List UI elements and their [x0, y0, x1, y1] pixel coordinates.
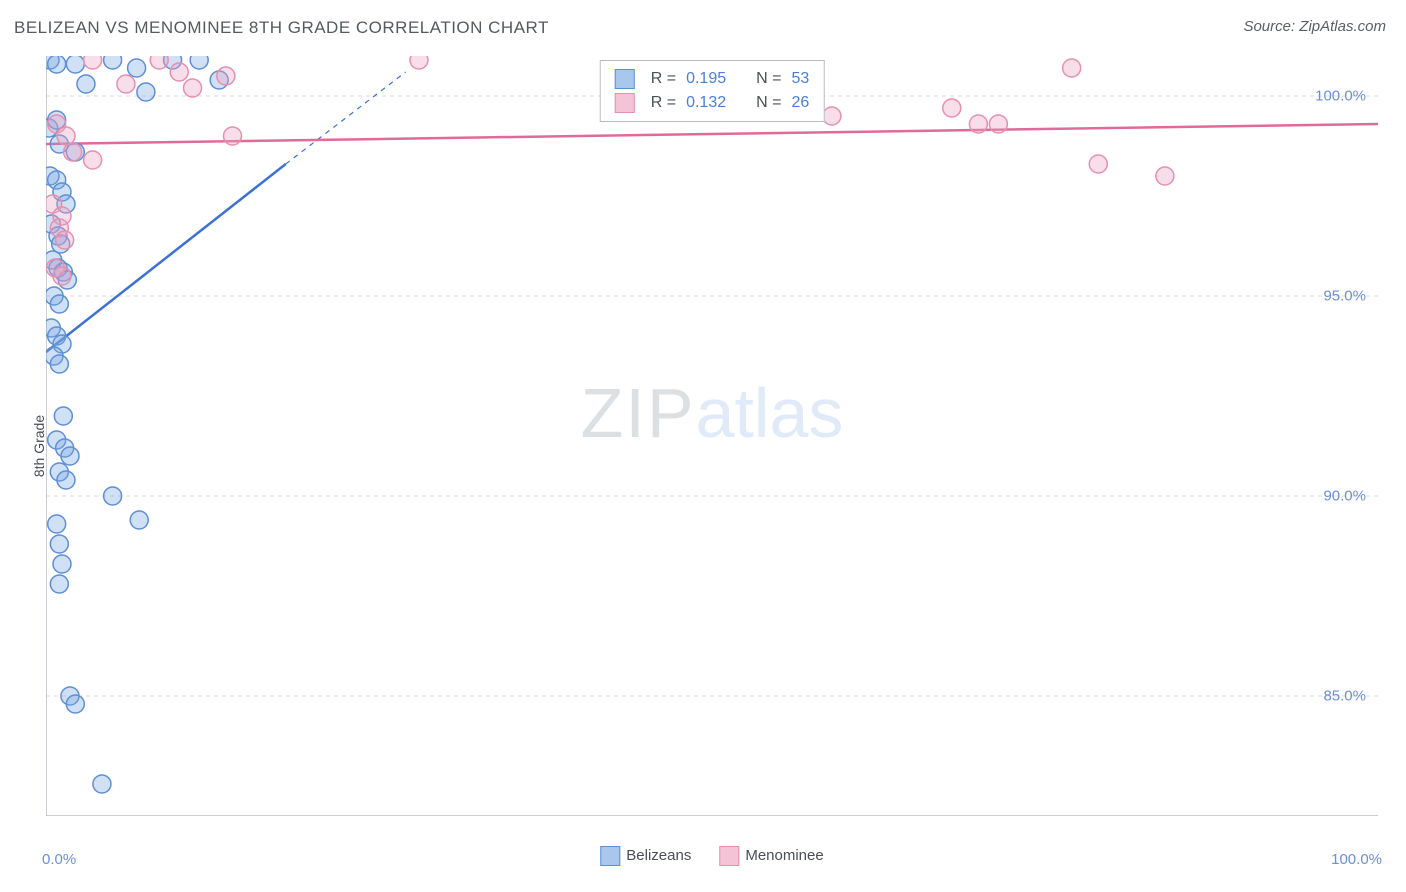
x-tick-min: 0.0%: [42, 851, 76, 868]
stats-n-menominee: 26: [791, 91, 809, 115]
legend-swatch-menominee: [719, 846, 739, 866]
legend-label-menominee: Menominee: [745, 847, 823, 864]
legend-swatch-belizeans: [600, 846, 620, 866]
stats-r-menominee: 0.132: [686, 91, 726, 115]
y-tick-label: 85.0%: [1323, 688, 1366, 705]
legend-label-belizeans: Belizeans: [626, 847, 691, 864]
stats-n-belizeans: 53: [791, 67, 809, 91]
scatter-plot-svg: [46, 56, 1378, 816]
stats-r-label: R =: [651, 91, 676, 115]
y-tick-label: 90.0%: [1323, 488, 1366, 505]
stats-r-belizeans: 0.195: [686, 67, 726, 91]
legend-item-belizeans: Belizeans: [600, 846, 691, 866]
stats-row-menominee: R = 0.132 N = 26: [615, 91, 810, 115]
chart-title: BELIZEAN VS MENOMINEE 8TH GRADE CORRELAT…: [14, 18, 549, 38]
stats-n-label: N =: [756, 91, 781, 115]
bottom-legend: Belizeans Menominee: [600, 846, 823, 866]
stats-row-belizeans: R = 0.195 N = 53: [615, 67, 810, 91]
stats-swatch-menominee: [615, 93, 635, 113]
y-tick-label: 100.0%: [1315, 88, 1366, 105]
chart-area: ZIPatlas 85.0%90.0%95.0%100.0% 0.0% 100.…: [46, 56, 1378, 816]
stats-legend-box: R = 0.195 N = 53 R = 0.132 N = 26: [600, 60, 825, 122]
y-tick-label: 95.0%: [1323, 288, 1366, 305]
stats-r-label: R =: [651, 67, 676, 91]
source-label: Source: ZipAtlas.com: [1243, 18, 1386, 35]
stats-swatch-belizeans: [615, 69, 635, 89]
stats-n-label: N =: [756, 67, 781, 91]
legend-item-menominee: Menominee: [719, 846, 823, 866]
y-axis-label: 8th Grade: [31, 415, 47, 477]
x-tick-max: 100.0%: [1331, 851, 1382, 868]
